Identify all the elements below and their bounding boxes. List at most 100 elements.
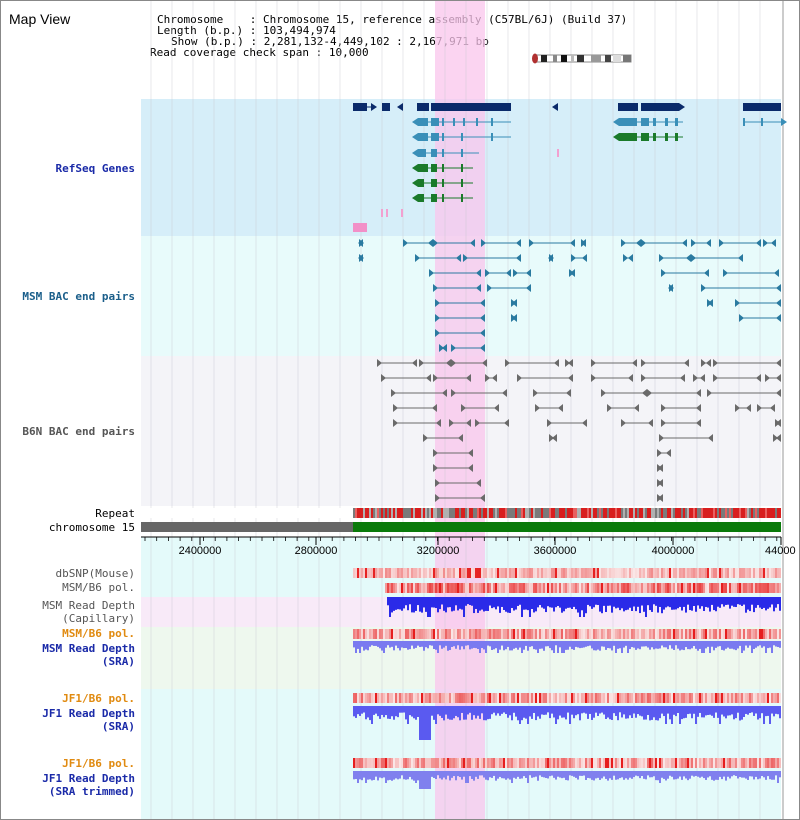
- jf1-pol-mark: [445, 693, 447, 703]
- dbsnp-mark: [593, 568, 595, 578]
- bac-end-arrow: [432, 404, 437, 412]
- msm-capillary-depth-bar: [641, 597, 643, 606]
- jf1-trim-depth-bar: [709, 771, 711, 777]
- jf1-pol2-mark: [617, 758, 619, 768]
- msm-pol2-mark: [611, 629, 613, 639]
- msm-pol-mark: [629, 583, 631, 593]
- jf1-sra-depth-bar: [521, 706, 523, 721]
- jf1-sra-depth-bar: [425, 706, 427, 740]
- jf1-pol-mark: [413, 693, 415, 703]
- msm-sra-depth-bar: [421, 641, 423, 647]
- jf1-pol2-mark: [569, 758, 571, 768]
- repeat-mark: [667, 508, 669, 518]
- msm-sra-depth-bar: [677, 641, 679, 649]
- dbsnp-mark: [735, 568, 737, 578]
- track-label-msm-bac[interactable]: MSM BAC end pairs: [22, 290, 135, 303]
- ruler-tick-label: 4000000: [652, 545, 695, 557]
- jf1-sra-depth-bar: [371, 706, 373, 724]
- track-label-msm-depth-sra[interactable]: MSM Read Depth (SRA): [1, 642, 135, 668]
- msm-capillary-depth-bar: [731, 597, 733, 606]
- bac-end-arrow: [480, 344, 485, 352]
- msm-pol2-mark: [453, 629, 455, 639]
- track-label-msm-depth-capillary[interactable]: MSM Read Depth (Capillary): [1, 599, 135, 625]
- jf1-trim-depth-bar: [549, 771, 551, 777]
- track-label-refseq[interactable]: RefSeq Genes: [55, 162, 135, 175]
- track-label-dbsnp[interactable]: dbSNP(Mouse): [55, 567, 135, 580]
- msm-capillary-depth-bar: [671, 597, 673, 610]
- repeat-mark: [677, 508, 679, 518]
- track-label-jf1-b6-pol-1[interactable]: JF1/B6 pol.: [62, 692, 135, 705]
- bac-end-arrow: [558, 404, 563, 412]
- msm-capillary-depth-bar: [639, 597, 641, 614]
- msm-capillary-depth-bar: [693, 597, 695, 607]
- jf1-pol2-mark: [439, 758, 441, 768]
- jf1-pol2-mark: [767, 758, 769, 768]
- jf1-sra-depth-bar: [397, 706, 399, 718]
- msm-pol-mark: [413, 583, 415, 593]
- track-label-msm-b6-pol-1[interactable]: MSM/B6 pol.: [62, 581, 135, 594]
- jf1-pol2-mark: [463, 758, 465, 768]
- ideogram-band: [623, 55, 631, 62]
- msm-pol2-mark: [445, 629, 447, 639]
- track-label-jf1-b6-pol-2[interactable]: JF1/B6 pol.: [62, 757, 135, 770]
- jf1-sra-depth-bar: [657, 706, 659, 721]
- track-label-b6n-bac[interactable]: B6N BAC end pairs: [22, 425, 135, 438]
- jf1-sra-depth-bar: [647, 706, 649, 715]
- jf1-trim-depth-bar: [441, 771, 443, 780]
- msm-pol-mark: [505, 583, 507, 593]
- repeat-mark: [639, 508, 641, 518]
- msm-capillary-depth-bar: [697, 597, 699, 606]
- jf1-pol2-mark: [719, 758, 721, 768]
- track-label-msm-b6-pol-2[interactable]: MSM/B6 pol.: [62, 627, 135, 640]
- msm-sra-depth-bar: [741, 641, 743, 653]
- msm-sra-depth-bar: [377, 641, 379, 647]
- bac-end-arrow: [774, 269, 779, 277]
- msm-pol-mark: [511, 583, 513, 593]
- dbsnp-mark: [471, 568, 473, 578]
- msm-pol2-mark: [417, 629, 419, 639]
- gene-exon: [431, 164, 437, 172]
- jf1-pol2-mark: [685, 758, 687, 768]
- dbsnp-mark: [483, 568, 485, 578]
- msm-sra-depth-bar: [721, 641, 723, 650]
- msm-pol2-mark: [451, 629, 453, 639]
- jf1-sra-depth-bar: [713, 706, 715, 718]
- repeat-mark: [603, 508, 605, 518]
- jf1-pol2-mark: [451, 758, 453, 768]
- jf1-pol2-mark: [403, 758, 405, 768]
- jf1-pol-mark: [359, 693, 361, 703]
- dbsnp-mark: [479, 568, 481, 578]
- msm-pol2-mark: [745, 629, 747, 639]
- jf1-sra-depth-bar: [497, 706, 499, 714]
- jf1-trim-depth-bar: [449, 771, 451, 781]
- track-label-jf1-depth-sra[interactable]: JF1 Read Depth (SRA): [1, 707, 135, 733]
- jf1-pol2-mark: [445, 758, 447, 768]
- gene-exon: [461, 149, 463, 157]
- repeat-mark: [447, 508, 449, 518]
- repeat-mark: [687, 508, 689, 518]
- jf1-sra-depth-bar: [575, 706, 577, 716]
- msm-pol2-mark: [633, 629, 635, 639]
- dbsnp-mark: [669, 568, 671, 578]
- msm-pol-mark: [557, 583, 559, 593]
- msm-sra-depth-bar: [443, 641, 445, 648]
- repeat-mark: [599, 508, 601, 518]
- bac-end-arrow: [517, 374, 522, 382]
- jf1-sra-depth-bar: [501, 706, 503, 714]
- dbsnp-mark: [707, 568, 709, 578]
- dbsnp-mark: [505, 568, 507, 578]
- msm-pol-mark: [769, 583, 771, 593]
- msm-sra-depth-bar: [601, 641, 603, 647]
- msm-sra-depth-bar: [455, 641, 457, 649]
- jf1-trim-depth-bar: [489, 771, 491, 778]
- track-label-jf1-depth-trimmed[interactable]: JF1 Read Depth (SRA trimmed): [1, 772, 135, 798]
- dbsnp-mark: [489, 568, 491, 578]
- repeat-mark: [643, 508, 645, 518]
- msm-pol2-mark: [405, 629, 407, 639]
- jf1-sra-depth-bar: [693, 706, 695, 714]
- dbsnp-mark: [435, 568, 437, 578]
- jf1-trim-depth-bar: [681, 771, 683, 780]
- dbsnp-mark: [695, 568, 697, 578]
- msm-sra-depth-bar: [523, 641, 525, 650]
